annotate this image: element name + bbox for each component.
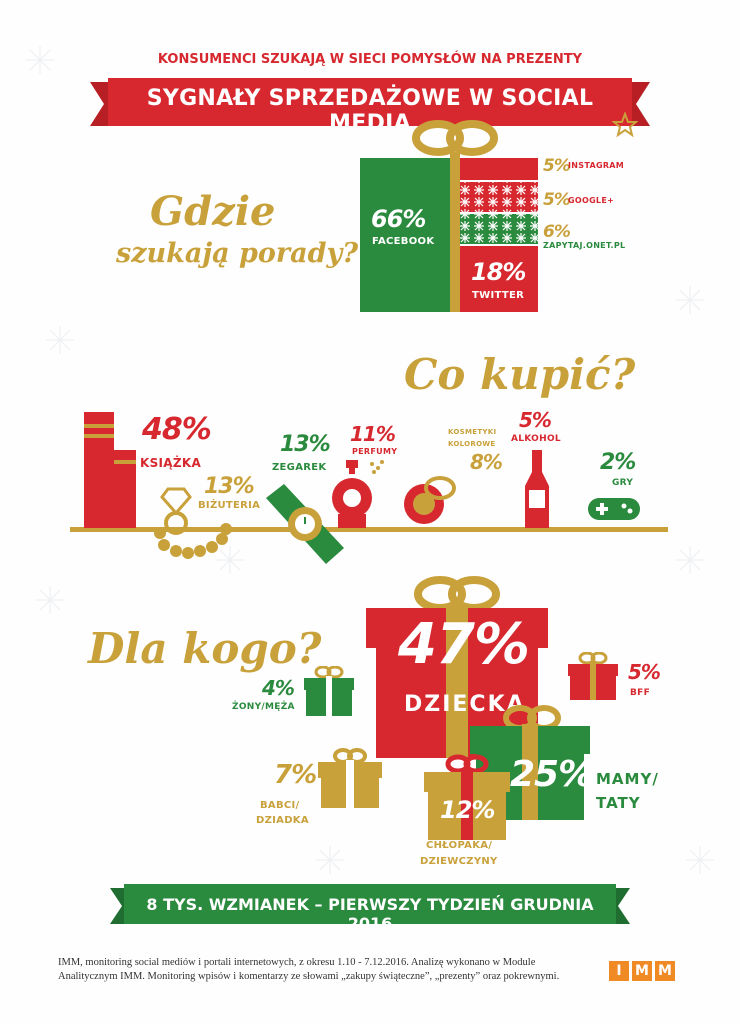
jewelry-icon bbox=[154, 487, 232, 559]
footer-note-line2: Analitycznym IMM. Monitoring wpisów i ko… bbox=[58, 971, 560, 982]
facebook-pct: 66% bbox=[371, 205, 426, 233]
ksiazka-label: KSIĄŻKA bbox=[140, 456, 202, 470]
mamy-label-line2: TATY bbox=[596, 794, 641, 812]
kosmetyki-label-line2: KOLOROWE bbox=[448, 440, 496, 448]
section1-title-line2: szukają porady? bbox=[116, 238, 359, 269]
imm-logo-letter: M bbox=[655, 961, 675, 981]
gamepad-icon bbox=[588, 498, 640, 520]
babci-label-line2: DZIADKA bbox=[256, 815, 309, 826]
instagram-pct: 5% bbox=[543, 156, 571, 176]
babci-label-line1: BABCI/ bbox=[260, 800, 300, 811]
watch-icon bbox=[266, 484, 344, 564]
instagram-label: INSTAGRAM bbox=[568, 161, 625, 170]
zony-label: ŻONY/MĘŻA bbox=[232, 702, 295, 712]
book-icon bbox=[84, 412, 136, 528]
dziecka-label: DZIECKA bbox=[404, 692, 526, 717]
alkohol-label: ALKOHOL bbox=[511, 434, 561, 444]
section2-title: Co kupić? bbox=[404, 350, 636, 399]
bff-pct: 5% bbox=[628, 660, 661, 684]
zapytaj-label: ZAPYTAJ.ONET.PL bbox=[543, 241, 626, 250]
social-gift-box bbox=[360, 120, 538, 312]
header-banner: SYGNAŁY SPRZEDAŻOWE W SOCIAL MEDIA bbox=[146, 86, 594, 136]
chlopaka-label-line2: DZIEWCZYNY bbox=[420, 856, 498, 867]
google-label: GOOGLE+ bbox=[568, 196, 615, 205]
twitter-pct: 18% bbox=[471, 258, 526, 286]
star-icon bbox=[612, 112, 638, 138]
shelf-line bbox=[70, 527, 668, 532]
mamy-pct: 25% bbox=[510, 754, 594, 795]
footer-note: IMM, monitoring social mediów i portali … bbox=[58, 956, 618, 984]
chlopaka-gift bbox=[424, 754, 510, 840]
bottle-icon bbox=[525, 450, 549, 528]
bff-gift bbox=[568, 652, 618, 700]
kosmetyki-label-line1: KOSMETYKI bbox=[448, 428, 497, 436]
imm-logo-letter: M bbox=[632, 961, 652, 981]
bizuteria-pct: 13% bbox=[204, 474, 255, 499]
footer-banner: 8 TYS. WZMIANEK – PIERWSZY TYDZIEŃ GRUDN… bbox=[146, 895, 594, 933]
header-banner-ribbon bbox=[90, 78, 650, 126]
zony-pct: 4% bbox=[262, 676, 295, 700]
twitter-label: TWITTER bbox=[472, 290, 525, 301]
gry-label: GRY bbox=[612, 478, 634, 488]
footer-note-line1: IMM, monitoring social mediów i portali … bbox=[58, 957, 536, 968]
mamy-label-line1: MAMY/ bbox=[596, 770, 659, 788]
zapytaj-pct: 6% bbox=[543, 222, 571, 242]
bizuteria-label: BIŻUTERIA bbox=[198, 500, 261, 511]
babci-gift bbox=[318, 748, 382, 808]
dziecka-pct: 47% bbox=[398, 612, 530, 677]
alkohol-pct: 5% bbox=[519, 408, 552, 432]
perfumy-label: PERFUMY bbox=[352, 447, 398, 456]
bff-label: BFF bbox=[630, 688, 651, 698]
zegarek-pct: 13% bbox=[280, 432, 331, 457]
ksiazka-pct: 48% bbox=[142, 412, 212, 447]
perfumy-pct: 11% bbox=[350, 422, 396, 446]
zegarek-label: ZEGAREK bbox=[272, 462, 327, 473]
kosmetyki-pct: 8% bbox=[470, 450, 503, 474]
section3-title: Dla kogo? bbox=[88, 624, 322, 673]
gry-pct: 2% bbox=[600, 450, 636, 475]
footer-banner-ribbon bbox=[110, 884, 630, 924]
google-pct: 5% bbox=[543, 190, 571, 210]
perfume-icon bbox=[332, 460, 384, 528]
top-title: KONSUMENCI SZUKAJĄ W SIECI POMYSŁÓW NA P… bbox=[157, 52, 583, 67]
chlopaka-label-line1: CHŁOPAKA/ bbox=[426, 840, 493, 851]
facebook-label: FACEBOOK bbox=[372, 236, 435, 247]
section1-title-line1: Gdzie bbox=[150, 188, 276, 235]
babci-pct: 7% bbox=[274, 760, 317, 790]
compact-powder-icon bbox=[404, 476, 456, 524]
zony-gift bbox=[304, 666, 354, 716]
imm-logo-letter: I bbox=[609, 961, 629, 981]
chlopaka-pct: 12% bbox=[440, 796, 495, 824]
